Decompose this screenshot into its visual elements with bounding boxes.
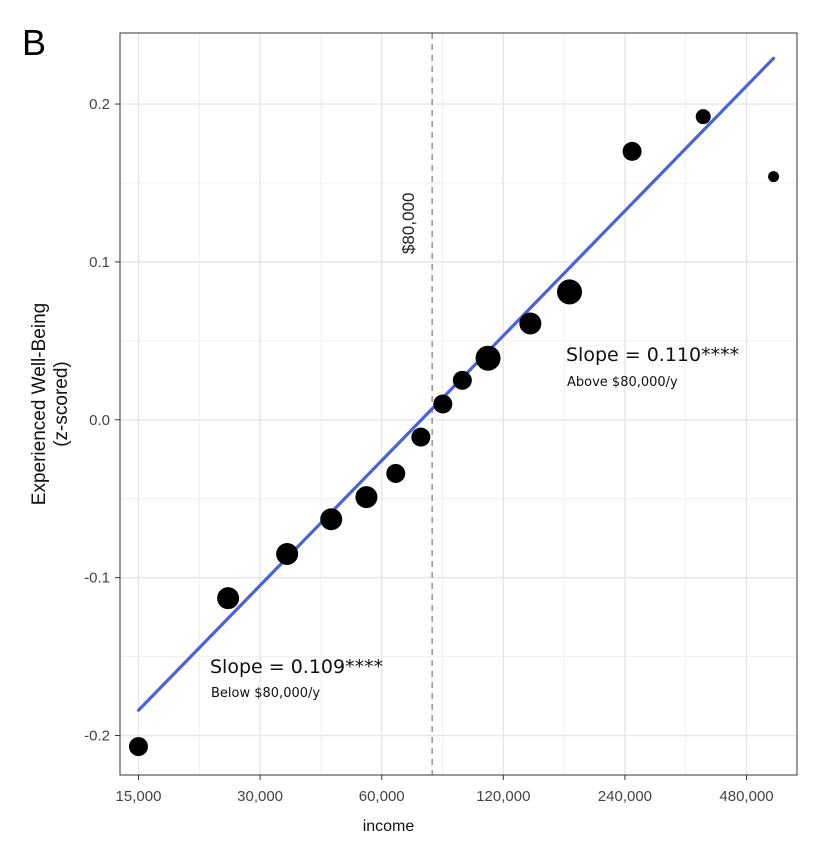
y-tick-label: -0.2 [84, 728, 110, 745]
data-point [622, 141, 642, 161]
panel-label: B [22, 22, 47, 63]
data-point [695, 109, 711, 125]
data-point [320, 508, 343, 531]
plot-background [120, 33, 797, 775]
data-point [217, 587, 240, 610]
data-point [355, 486, 378, 509]
slope-annotation-below: Slope = 0.109**** [210, 656, 383, 678]
major-gridlines [120, 33, 797, 775]
data-point [276, 542, 299, 565]
data-point [128, 737, 148, 757]
x-tick-label: 120,000 [476, 788, 530, 805]
data-points [128, 109, 780, 757]
data-point [386, 463, 406, 483]
y-tick-label: -0.1 [84, 570, 110, 587]
slope-annotation-below-range: Below $80,000/y [211, 686, 320, 701]
data-point [475, 345, 501, 371]
y-tick-label: 0.1 [89, 254, 110, 271]
data-point [768, 171, 780, 183]
data-point [519, 312, 542, 335]
y-axis: 0.2 0.1 0.0 -0.1 -0.2 [84, 96, 120, 745]
slope-annotation-above-range: Above $80,000/y [567, 375, 678, 390]
reference-line-label: $80,000 [399, 193, 418, 254]
x-axis-title: income [363, 818, 415, 835]
y-tick-label: 0.2 [89, 96, 110, 113]
slope-annotation-above: Slope = 0.110**** [566, 344, 739, 366]
data-point [557, 279, 583, 305]
data-point [452, 370, 472, 390]
plot-border [119, 32, 798, 776]
y-axis-title: Experienced Well-Being [29, 303, 50, 505]
data-point [433, 394, 453, 414]
x-tick-label: 30,000 [237, 788, 283, 805]
x-tick-label: 15,000 [116, 788, 162, 805]
y-axis-title-unit: (z-scored) [51, 361, 72, 447]
data-point [411, 427, 431, 447]
y-tick-label: 0.0 [89, 412, 110, 429]
x-tick-label: 480,000 [719, 788, 773, 805]
x-tick-label: 240,000 [598, 788, 652, 805]
x-tick-label: 60,000 [359, 788, 405, 805]
x-axis: 15,000 30,000 60,000 120,000 240,000 480,000 [116, 775, 774, 805]
